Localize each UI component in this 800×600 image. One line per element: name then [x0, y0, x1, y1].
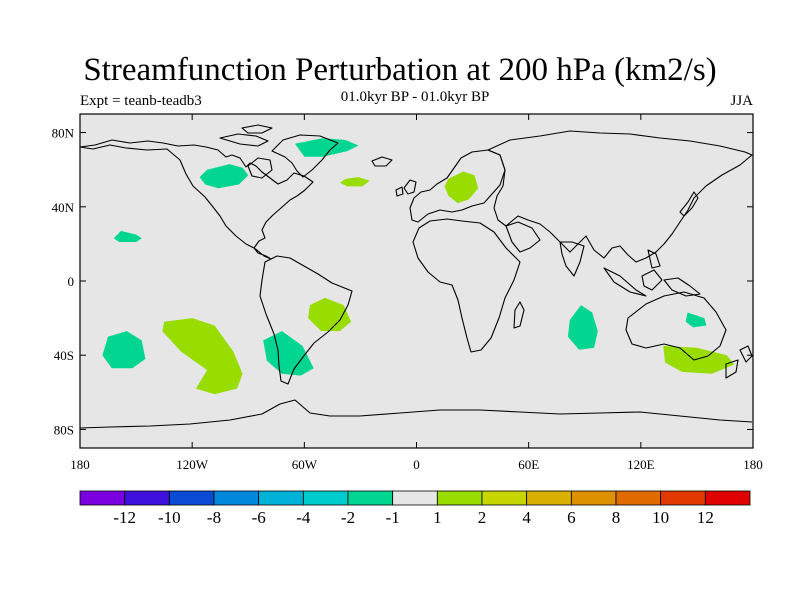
- lon-tick-label: 180: [743, 457, 763, 472]
- colorbar-swatch: [570, 490, 617, 506]
- colorbar-swatch: [258, 490, 304, 506]
- colorbar-label: -12: [113, 508, 136, 527]
- colorbar-swatch: [526, 490, 572, 506]
- coastline-hudson-bay: [247, 157, 273, 179]
- colorbar-swatch: [124, 490, 170, 506]
- colorbar-swatch: [436, 490, 483, 506]
- lon-tick-label: 180: [70, 457, 90, 472]
- lon-tick-label: 120E: [627, 457, 655, 472]
- colorbar: -12 -10 -8 -6 -4 -2 -1 1 2 4 6 8 10 12: [79, 490, 751, 527]
- lat-tick-label: 40S: [54, 348, 74, 363]
- colorbar-swatch: [704, 490, 751, 506]
- colorbar-swatch: [660, 490, 706, 506]
- coastline-layer: [79, 124, 753, 429]
- colorbar-label: -10: [158, 508, 181, 527]
- colorbar-swatch: [168, 490, 215, 506]
- latitude-axis: 80N 40N 0 40S 80S: [52, 126, 753, 437]
- anomaly-south-atlantic: [308, 297, 352, 332]
- colorbar-swatch: [392, 490, 438, 506]
- coastline-iceland: [371, 156, 393, 167]
- lat-tick-label: 80N: [52, 126, 75, 141]
- anomaly-north-atlantic: [339, 177, 370, 187]
- anomaly-australia: [685, 312, 707, 328]
- coastline-africa: [412, 218, 521, 353]
- colorbar-label: -8: [207, 508, 221, 527]
- colorbar-label: -2: [341, 508, 355, 527]
- experiment-label: Expt = teanb-teadb3: [80, 93, 202, 109]
- chart-title: Streamfunction Perturbation at 200 hPa (…: [83, 52, 717, 88]
- lon-tick-label: 60E: [518, 457, 539, 472]
- season-label: JJA: [730, 93, 753, 109]
- colorbar-swatch: [347, 490, 394, 506]
- coastline-australia: [625, 291, 727, 361]
- colorbar-label: 4: [522, 508, 531, 527]
- lon-tick-label: 0: [413, 457, 420, 472]
- coastline-new-zealand: [725, 345, 753, 379]
- lon-tick-label: 60W: [292, 457, 318, 472]
- anomaly-indian-ocean: [567, 305, 598, 350]
- colorbar-label: 8: [612, 508, 621, 527]
- colorbar-label: -6: [252, 508, 266, 527]
- coastline-arctic-islands: [219, 124, 273, 147]
- coastline-madagascar: [513, 301, 525, 329]
- colorbar-swatch: [213, 490, 260, 506]
- lon-tick-label: 120W: [176, 457, 209, 472]
- map-background: [80, 114, 753, 448]
- coastline-arabia: [505, 221, 541, 253]
- colorbar-swatch: [615, 490, 662, 506]
- colorbar-swatch: [79, 490, 126, 506]
- colorbar-label: 10: [652, 508, 669, 527]
- anomaly-north-pacific-small: [113, 230, 142, 242]
- colorbar-swatch: [481, 490, 528, 506]
- colorbar-label: 12: [697, 508, 714, 527]
- colorbar-label: 6: [567, 508, 576, 527]
- colorbar-swatch: [302, 490, 349, 506]
- lat-tick-label: 0: [68, 274, 75, 289]
- anomaly-south-pacific-west: [102, 331, 146, 369]
- lat-tick-label: 80S: [54, 422, 74, 437]
- coastline-british-isles: [395, 179, 417, 197]
- colorbar-label: 2: [478, 508, 487, 527]
- coastline-south-america: [259, 255, 353, 385]
- colorbar-label: -4: [296, 508, 311, 527]
- anomaly-eastern-europe: [444, 171, 479, 204]
- coastline-antarctica: [79, 399, 753, 429]
- coastline-japan: [679, 191, 699, 217]
- colorbar-label: 1: [433, 508, 442, 527]
- coastline-indonesia: [603, 249, 701, 297]
- coastline-greenland: [271, 134, 339, 178]
- anomaly-layer: [102, 138, 735, 395]
- coastline-india: [559, 241, 585, 277]
- anomaly-greenland: [295, 138, 359, 157]
- coastline-north-america: [79, 139, 314, 260]
- anomaly-canada: [199, 164, 249, 189]
- colorbar-label: -1: [386, 508, 400, 527]
- lat-tick-label: 40N: [52, 200, 75, 215]
- anomaly-tasmania-region: [663, 345, 735, 374]
- period-label: 01.0kyr BP - 01.0kyr BP: [340, 89, 490, 105]
- anomaly-south-pacific-band: [162, 318, 243, 395]
- longitude-axis: 180 120W 60W 0 60E 120E 180: [70, 114, 763, 472]
